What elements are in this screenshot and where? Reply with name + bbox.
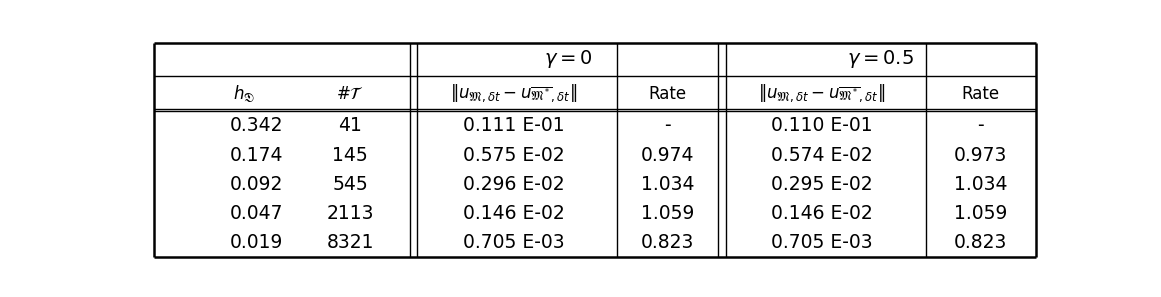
Text: 0.823: 0.823: [954, 233, 1008, 252]
Text: $\gamma = 0$: $\gamma = 0$: [543, 48, 592, 70]
Text: $\|u_{\mathfrak{M},\delta t} - u_{\overline{\mathfrak{M}^*},\delta t}\|$: $\|u_{\mathfrak{M},\delta t} - u_{\overl…: [449, 83, 577, 104]
Text: 0.974: 0.974: [641, 146, 694, 165]
Text: 0.705 E-03: 0.705 E-03: [771, 233, 873, 252]
Text: $h_{\mathfrak{D}}$: $h_{\mathfrak{D}}$: [233, 83, 255, 104]
Text: 0.296 E-02: 0.296 E-02: [462, 175, 564, 194]
Text: 1.059: 1.059: [641, 204, 694, 223]
Text: 0.111 E-01: 0.111 E-01: [462, 116, 564, 135]
Text: 545: 545: [332, 175, 368, 194]
Text: 0.174: 0.174: [230, 146, 283, 165]
Text: 0.110 E-01: 0.110 E-01: [771, 116, 873, 135]
Text: 0.705 E-03: 0.705 E-03: [462, 233, 564, 252]
Text: 145: 145: [332, 146, 368, 165]
Text: $\gamma = 0.5$: $\gamma = 0.5$: [848, 48, 914, 70]
Text: $\#\mathcal{T}$: $\#\mathcal{T}$: [337, 85, 365, 102]
Text: 1.034: 1.034: [954, 175, 1008, 194]
Text: $\|u_{\mathfrak{M},\delta t} - u_{\overline{\mathfrak{M}^*},\delta t}\|$: $\|u_{\mathfrak{M},\delta t} - u_{\overl…: [758, 83, 886, 104]
Text: 0.574 E-02: 0.574 E-02: [771, 146, 873, 165]
Text: Rate: Rate: [961, 85, 1000, 102]
Text: 8321: 8321: [326, 233, 374, 252]
Text: 2113: 2113: [326, 204, 374, 223]
Text: 0.342: 0.342: [230, 116, 283, 135]
Text: 1.059: 1.059: [954, 204, 1008, 223]
Text: 0.823: 0.823: [641, 233, 694, 252]
Text: 1.034: 1.034: [641, 175, 694, 194]
Text: 0.047: 0.047: [230, 204, 283, 223]
Text: -: -: [664, 116, 671, 135]
Text: -: -: [978, 116, 985, 135]
Text: 0.973: 0.973: [954, 146, 1008, 165]
Text: 41: 41: [338, 116, 362, 135]
Text: 0.295 E-02: 0.295 E-02: [771, 175, 873, 194]
Text: 0.019: 0.019: [230, 233, 283, 252]
Text: Rate: Rate: [649, 85, 687, 102]
Text: 0.146 E-02: 0.146 E-02: [462, 204, 564, 223]
Text: 0.092: 0.092: [230, 175, 283, 194]
Text: 0.575 E-02: 0.575 E-02: [462, 146, 564, 165]
Text: 0.146 E-02: 0.146 E-02: [771, 204, 873, 223]
